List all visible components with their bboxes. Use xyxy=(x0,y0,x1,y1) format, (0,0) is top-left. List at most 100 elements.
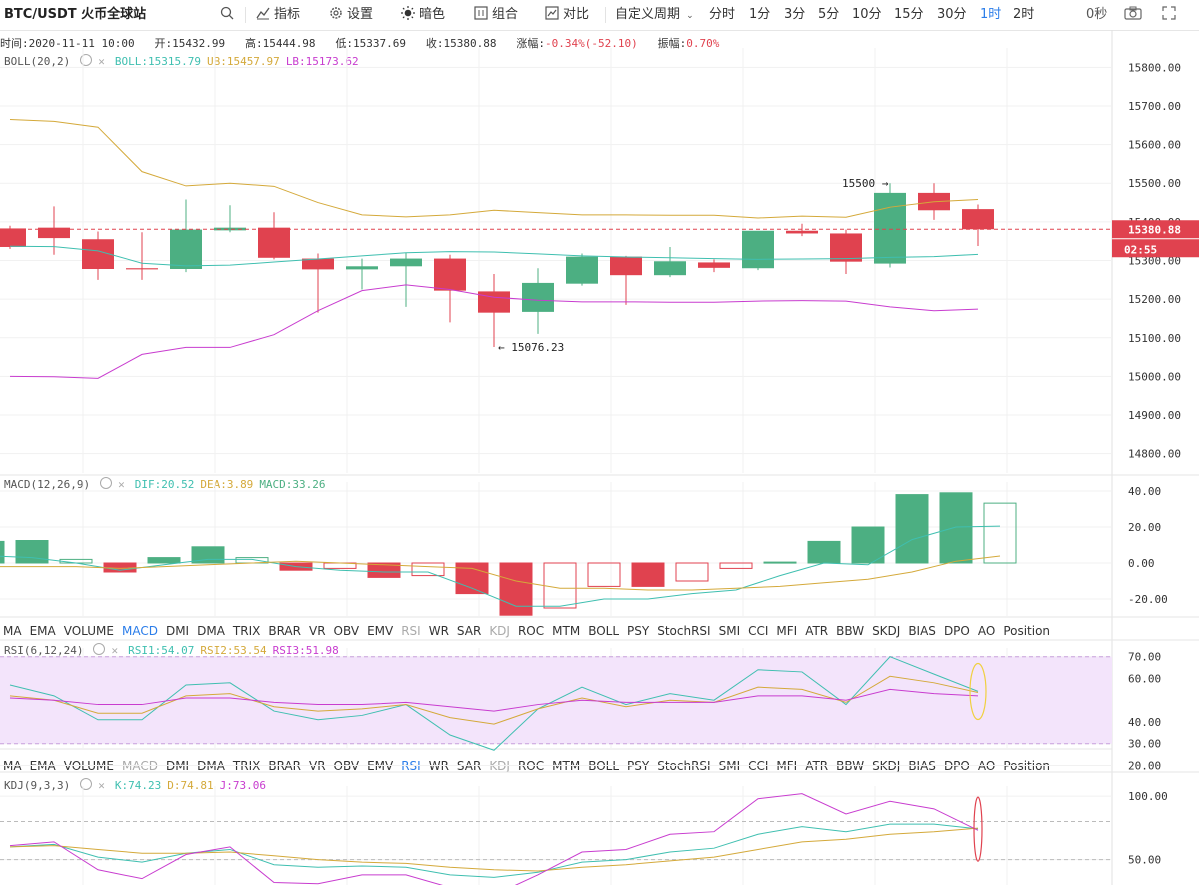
tab-macd[interactable]: MACD xyxy=(121,624,158,638)
y-tick-label: 15400.00 xyxy=(1128,216,1181,229)
tab-mtm[interactable]: MTM xyxy=(552,759,581,773)
tab-bias[interactable]: BIAS xyxy=(908,759,936,773)
settings-button[interactable]: 设置 xyxy=(329,0,373,30)
tab-psy[interactable]: PSY xyxy=(627,624,650,638)
tab-wr[interactable]: WR xyxy=(428,624,449,638)
tab-emv[interactable]: EMV xyxy=(367,759,394,773)
tab-ema[interactable]: EMA xyxy=(29,624,56,638)
tab-wr[interactable]: WR xyxy=(428,759,449,773)
tab-skdj[interactable]: SKDJ xyxy=(872,759,901,773)
period-0[interactable]: 分时 xyxy=(709,7,736,22)
tab-atr[interactable]: ATR xyxy=(805,624,829,638)
tab-mfi[interactable]: MFI xyxy=(776,624,798,638)
tab-trix[interactable]: TRIX xyxy=(232,759,261,773)
tab-ao[interactable]: AO xyxy=(977,624,996,638)
tab-bbw[interactable]: BBW xyxy=(836,624,865,638)
custom-period-dropdown[interactable]: 自定义周期 ⌄ xyxy=(615,7,694,22)
tab-ma[interactable]: MA xyxy=(3,624,22,638)
tab-kdj[interactable]: KDJ xyxy=(489,624,510,638)
layout-button[interactable]: 组合 xyxy=(474,0,518,30)
camera-icon[interactable] xyxy=(1124,0,1142,30)
tab-volume[interactable]: VOLUME xyxy=(63,624,114,638)
tab-obv[interactable]: OBV xyxy=(333,624,360,638)
tab-vr[interactable]: VR xyxy=(308,759,326,773)
compare-button[interactable]: 对比 xyxy=(545,0,589,30)
tab-dpo[interactable]: DPO xyxy=(943,759,970,773)
period-1[interactable]: 1分 xyxy=(749,7,771,22)
tab-volume[interactable]: VOLUME xyxy=(63,759,114,773)
indicator-button[interactable]: 指标 xyxy=(256,0,300,30)
period-7[interactable]: 1时 xyxy=(980,7,1002,22)
tab-ema[interactable]: EMA xyxy=(29,759,56,773)
tab-cci[interactable]: CCI xyxy=(748,759,769,773)
tab-mtm[interactable]: MTM xyxy=(552,624,581,638)
tab-ma[interactable]: MA xyxy=(3,759,22,773)
y-tick-label: 14800.00 xyxy=(1128,448,1181,461)
candle-body xyxy=(214,227,246,231)
info-time: 时间:2020-11-11 10:00 xyxy=(0,37,135,50)
tab-smi[interactable]: SMI xyxy=(718,624,741,638)
tab-boll[interactable]: BOLL xyxy=(588,624,620,638)
gear-icon[interactable] xyxy=(93,643,106,655)
tab-roc[interactable]: ROC xyxy=(517,759,545,773)
tab-position[interactable]: Position xyxy=(1003,759,1051,773)
indicator-tabs-row-2: MA EMA VOLUME MACD DMI DMA TRIX BRAR VR OBV EMV RSI… xyxy=(0,756,1110,776)
tab-dmi[interactable]: DMI xyxy=(165,759,190,773)
tab-position[interactable]: Position xyxy=(1003,624,1051,638)
tab-trix[interactable]: TRIX xyxy=(232,624,261,638)
close-icon[interactable]: ✕ xyxy=(118,478,125,491)
symbol-title[interactable]: BTC/USDT 火币全球站 xyxy=(4,7,147,22)
tab-dpo[interactable]: DPO xyxy=(943,624,970,638)
tab-stochrsi[interactable]: StochRSI xyxy=(657,759,711,773)
tab-mfi[interactable]: MFI xyxy=(776,759,798,773)
close-icon[interactable]: ✕ xyxy=(111,644,119,657)
candle-body xyxy=(830,233,862,262)
tab-cci[interactable]: CCI xyxy=(748,624,769,638)
dark-mode-button[interactable]: 暗色 xyxy=(401,0,445,30)
macd-bar xyxy=(455,562,489,595)
period-5[interactable]: 15分 xyxy=(894,7,924,22)
search-icon[interactable] xyxy=(220,0,234,30)
tab-emv[interactable]: EMV xyxy=(367,624,394,638)
tab-dmi[interactable]: DMI xyxy=(165,624,190,638)
period-3[interactable]: 5分 xyxy=(818,7,840,22)
period-6[interactable]: 30分 xyxy=(937,7,967,22)
close-icon[interactable]: ✕ xyxy=(98,55,105,68)
tab-brar[interactable]: BRAR xyxy=(268,624,301,638)
tab-boll[interactable]: BOLL xyxy=(588,759,620,773)
gear-icon[interactable] xyxy=(80,54,93,66)
period-8[interactable]: 2时 xyxy=(1013,7,1035,22)
tab-ao[interactable]: AO xyxy=(977,759,996,773)
tab-brar[interactable]: BRAR xyxy=(268,759,301,773)
gear-icon[interactable] xyxy=(100,477,113,489)
tab-macd[interactable]: MACD xyxy=(121,759,158,773)
tab-sar[interactable]: SAR xyxy=(456,759,482,773)
close-icon[interactable]: ✕ xyxy=(98,779,105,792)
period-4[interactable]: 10分 xyxy=(852,7,882,22)
tab-vr[interactable]: VR xyxy=(308,624,326,638)
tab-bias[interactable]: BIAS xyxy=(908,624,936,638)
fullscreen-icon[interactable] xyxy=(1162,0,1176,30)
gear-icon[interactable] xyxy=(80,778,93,790)
tab-obv[interactable]: OBV xyxy=(333,759,360,773)
tab-bbw[interactable]: BBW xyxy=(836,759,865,773)
tab-roc[interactable]: ROC xyxy=(517,624,545,638)
timer-tag xyxy=(1112,239,1199,258)
tab-sar[interactable]: SAR xyxy=(456,624,482,638)
candle-body xyxy=(786,230,818,234)
tab-rsi[interactable]: RSI xyxy=(401,624,421,638)
tab-dma[interactable]: DMA xyxy=(197,624,225,638)
tab-dma[interactable]: DMA xyxy=(197,759,225,773)
tab-rsi[interactable]: RSI xyxy=(401,759,421,773)
tab-skdj[interactable]: SKDJ xyxy=(872,624,901,638)
period-2[interactable]: 3分 xyxy=(784,7,806,22)
tab-psy[interactable]: PSY xyxy=(627,759,650,773)
tab-stochrsi[interactable]: StochRSI xyxy=(657,624,711,638)
kdj-j-value: J:73.06 xyxy=(219,779,266,792)
candle-body xyxy=(126,268,158,270)
tab-kdj[interactable]: KDJ xyxy=(489,759,510,773)
tab-smi[interactable]: SMI xyxy=(718,759,741,773)
candle-body xyxy=(0,228,26,247)
tab-atr[interactable]: ATR xyxy=(805,759,829,773)
